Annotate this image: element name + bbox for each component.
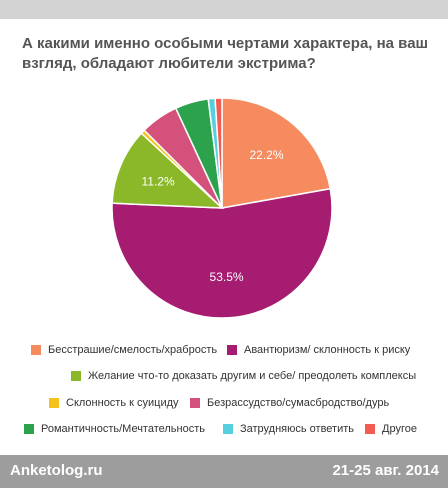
brand-label: Anketolog.ru — [10, 462, 103, 479]
slice-data-label-2: 11.2% — [141, 174, 174, 188]
legend-label: Безрассудство/сумасбродство/дурь — [207, 397, 390, 409]
legend-item-hard-to-answer[interactable]: Затрудняюсь ответить — [223, 423, 354, 435]
legend-swatch — [223, 424, 233, 434]
legend-item-romanticism[interactable]: Романтичность/Мечтательность — [24, 423, 205, 435]
legend-label: Бесстрашие/смелость/храбрость — [48, 344, 218, 356]
legend-label: Романтичность/Мечтательность — [41, 423, 205, 435]
slice-data-label-1: 53.5% — [210, 270, 244, 284]
pie-slice-7[interactable] — [214, 97, 223, 209]
legend-swatch — [31, 345, 41, 355]
legend-item-bravery[interactable]: Бесстрашие/смелость/храбрость — [31, 344, 217, 356]
legend-item-suicidal[interactable]: Склонность к суициду — [49, 397, 179, 409]
legend-swatch — [365, 424, 375, 434]
legend-item-recklessness[interactable]: Безрассудство/сумасбродство/дурь — [190, 397, 389, 409]
legend-label: Затрудняюсь ответить — [240, 423, 355, 435]
legend-swatch — [227, 345, 237, 355]
legend-swatch — [190, 398, 200, 408]
slice-data-label-0: 22.2% — [249, 148, 283, 162]
legend-label: Авантюризм/ склонность к риску — [244, 344, 411, 356]
legend-label: Другое — [382, 423, 417, 435]
legend-label: Склонность к суициду — [66, 397, 179, 409]
legend-item-other[interactable]: Другое — [365, 423, 417, 435]
chart-title: А какими именно особыми чертами характер… — [22, 35, 429, 72]
legend-swatch — [71, 371, 81, 381]
legend-swatch — [49, 398, 59, 408]
legend-label: Желание что-то доказать другим и себе/ п… — [88, 370, 417, 382]
legend-item-adventurism[interactable]: Авантюризм/ склонность к риску — [227, 344, 410, 356]
legend-item-prove-something[interactable]: Желание что-то доказать другим и себе/ п… — [71, 370, 416, 382]
footer-bar: Anketolog.ru 21-25 авг. 2014 — [0, 455, 448, 488]
pie-slice-0[interactable] — [221, 97, 332, 209]
survey-date: 21-25 авг. 2014 — [332, 462, 439, 479]
legend-swatch — [24, 424, 34, 434]
top-bar — [0, 0, 448, 19]
pie-slice-1[interactable] — [111, 187, 333, 319]
pie-slice-2[interactable] — [111, 132, 225, 209]
